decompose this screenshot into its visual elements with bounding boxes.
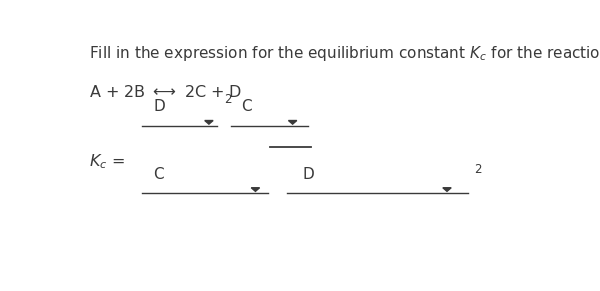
Polygon shape [443, 188, 451, 191]
Text: D: D [303, 167, 314, 182]
Polygon shape [251, 188, 260, 191]
Text: C: C [241, 100, 252, 114]
Text: Fill in the expression for the equilibrium constant $K_c$ for the reaction given: Fill in the expression for the equilibri… [89, 44, 600, 63]
Text: A + 2B $\longleftrightarrow$ 2C + D: A + 2B $\longleftrightarrow$ 2C + D [89, 84, 242, 100]
Polygon shape [205, 120, 213, 124]
Text: D: D [153, 100, 165, 114]
Text: $K_c$ =: $K_c$ = [89, 152, 125, 171]
Polygon shape [289, 120, 297, 124]
Text: 2: 2 [474, 163, 481, 176]
Text: C: C [153, 167, 164, 182]
Text: 2: 2 [224, 93, 232, 106]
